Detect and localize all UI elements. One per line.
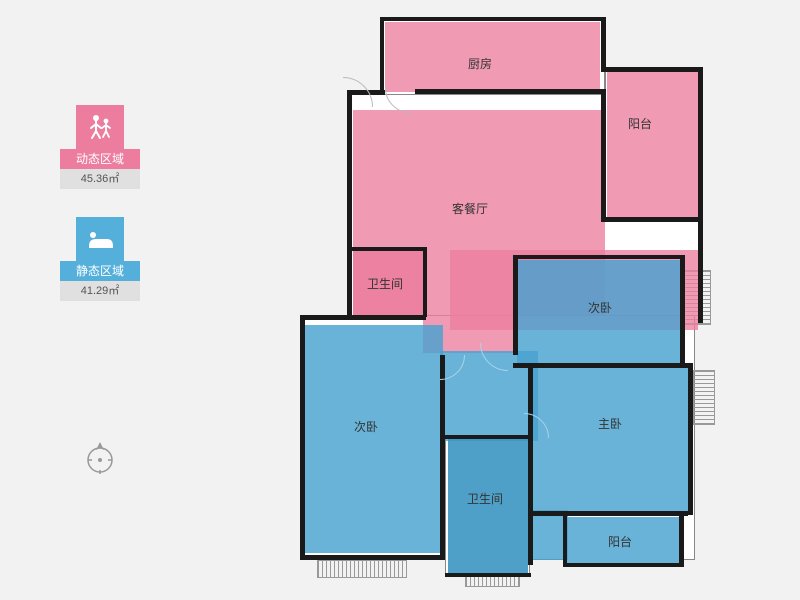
floorplan: 厨房 阳台 客餐厅 卫生间 次卧 次卧 主卧 卫生间 阳台 xyxy=(285,15,715,585)
wall-22 xyxy=(513,363,693,368)
wall-13 xyxy=(300,315,426,320)
legend-panel: 动态区域 45.36㎡ 静态区域 41.29㎡ xyxy=(60,105,140,329)
wall-2 xyxy=(380,17,606,21)
wall-19 xyxy=(513,255,518,355)
wall-15 xyxy=(300,555,445,560)
wall-9 xyxy=(601,89,606,221)
legend-static: 静态区域 41.29㎡ xyxy=(60,217,140,301)
zone-master xyxy=(533,365,691,513)
wall-7 xyxy=(347,90,352,320)
zone-bath2 xyxy=(448,437,528,573)
wall-3 xyxy=(601,17,606,71)
wall-18 xyxy=(528,365,533,565)
zone-bed2b xyxy=(303,325,443,553)
zone-bed2a-upper xyxy=(517,260,682,368)
wall-4 xyxy=(601,67,703,72)
wall-20 xyxy=(513,255,683,259)
zone-kitchen xyxy=(385,22,600,92)
zone-balcony-n xyxy=(607,70,699,218)
wall-10 xyxy=(601,217,701,222)
wall-14 xyxy=(300,315,305,560)
wall-21 xyxy=(680,255,685,365)
wall-27 xyxy=(679,511,684,567)
wall-12 xyxy=(423,247,427,317)
compass-icon xyxy=(82,440,118,481)
wall-25 xyxy=(563,511,567,567)
rail-sw xyxy=(317,560,407,578)
wall-28 xyxy=(445,573,531,577)
dynamic-zone-icon xyxy=(76,105,124,149)
legend-static-value: 41.29㎡ xyxy=(60,281,140,301)
wall-1 xyxy=(380,17,384,93)
static-zone-icon xyxy=(76,217,124,261)
wall-17 xyxy=(440,435,532,439)
wall-8 xyxy=(415,89,605,94)
legend-static-label: 静态区域 xyxy=(60,261,140,281)
wall-5 xyxy=(698,67,703,323)
zone-bath1 xyxy=(353,251,425,315)
wall-24 xyxy=(528,511,688,516)
zone-balcony-s xyxy=(565,517,680,563)
wall-11 xyxy=(347,247,427,251)
legend-dynamic-label: 动态区域 xyxy=(60,149,140,169)
legend-dynamic: 动态区域 45.36㎡ xyxy=(60,105,140,189)
wall-16 xyxy=(440,355,445,555)
wall-23 xyxy=(688,363,693,515)
legend-dynamic-value: 45.36㎡ xyxy=(60,169,140,189)
rail-e xyxy=(693,370,715,425)
wall-26 xyxy=(563,563,683,567)
